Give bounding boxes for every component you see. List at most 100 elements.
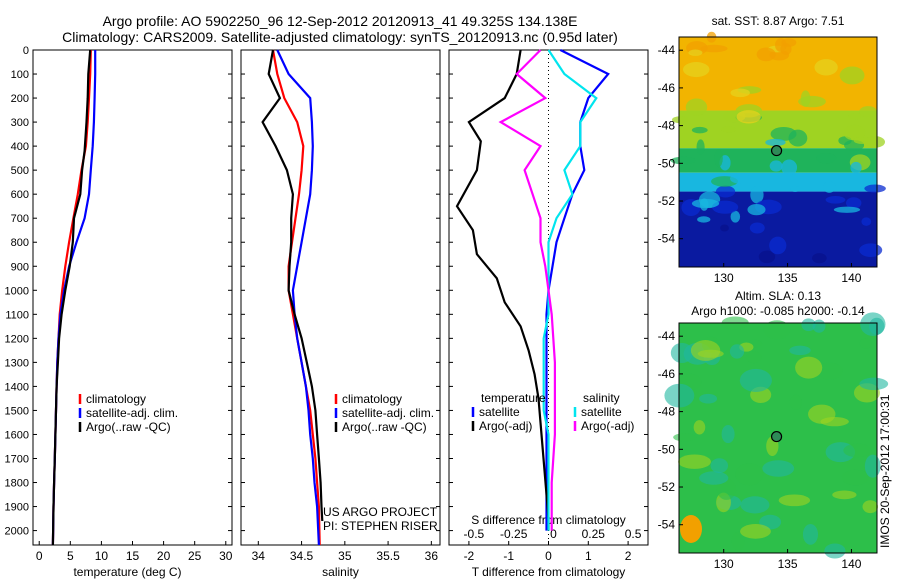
difference-xlabel: T difference from climatology xyxy=(472,565,626,579)
sst_map-xtick-label: 135 xyxy=(778,271,798,285)
depth-tick-label: 1100 xyxy=(5,309,29,321)
temperature-legend-label: climatology xyxy=(86,392,146,406)
sla-texture-blob xyxy=(699,471,729,485)
sla_map-argo-marker xyxy=(770,430,783,443)
depth-tick-label: 400 xyxy=(11,141,29,153)
sst-texture-blob xyxy=(730,210,741,223)
sst-texture-blob xyxy=(814,59,838,76)
sst-texture-blob xyxy=(721,126,736,133)
sst-texture-blob xyxy=(714,149,723,168)
sst-texture-blob xyxy=(720,224,729,232)
sst-map-panel: 130 135 140 -44 -46 -48 -50 -52 -54 sat. SST: 8.8… xyxy=(658,14,886,285)
salinity-xlabel: salinity xyxy=(322,565,359,579)
sla-texture-blob xyxy=(802,523,819,545)
sst-texture-blob xyxy=(823,181,836,193)
difference-s-tick-label: 0 xyxy=(550,527,557,541)
sla-texture-blob xyxy=(859,377,889,391)
difference-t-legend-label: Argo(-adj) xyxy=(479,419,532,433)
difference-s-tick-label: 0.5 xyxy=(625,527,642,541)
salinity-series-2 xyxy=(261,49,324,522)
sst-texture-blob xyxy=(683,62,710,78)
sla-texture-blob xyxy=(716,478,737,500)
sla-texture-blob xyxy=(824,543,846,559)
temperature-panel: 0100200300400500600700800900100011001200… xyxy=(5,45,233,579)
sla_map-ytick-label: -52 xyxy=(658,480,676,494)
sla-warm-eddy xyxy=(680,515,702,543)
difference-xtick-label: -1 xyxy=(503,549,514,563)
sst-texture-blob xyxy=(769,160,783,172)
sst-texture-blob xyxy=(859,243,883,258)
temperature-xtick-label: 25 xyxy=(188,549,202,563)
sla-texture-blob xyxy=(789,394,802,410)
sst-texture-blob xyxy=(864,184,886,193)
sst-texture-blob xyxy=(781,159,798,176)
sla-texture-blob xyxy=(697,349,724,358)
difference-s-tick-label: 0.25 xyxy=(582,527,606,541)
depth-tick-label: 1600 xyxy=(5,429,29,441)
sst-texture-blob xyxy=(770,126,797,141)
sst-texture-blob xyxy=(853,136,871,144)
sla-texture-blob xyxy=(859,338,872,349)
depth-tick-label: 1500 xyxy=(5,405,29,417)
sst-texture-blob xyxy=(850,161,862,174)
salinity-legend-label: satellite-adj. clim. xyxy=(342,406,434,420)
temperature-legend-label: Argo(..raw -QC) xyxy=(86,420,171,434)
temperature-frame xyxy=(32,49,233,546)
sla-texture-blob xyxy=(710,458,729,474)
sst-texture-blob xyxy=(859,106,878,118)
sst-texture-blob xyxy=(765,138,786,147)
difference-s-legend-label: satellite xyxy=(581,405,622,419)
salinity-panel: 34 34.5 35 35.5 36 salinity climatologysatelli… xyxy=(240,49,441,579)
salinity-annotation-line2: PI: STEPHEN RISER xyxy=(323,519,438,533)
sst_map-xtick-label: 130 xyxy=(714,271,734,285)
sla_map-xtick-label: 130 xyxy=(714,557,734,571)
depth-tick-label: 900 xyxy=(11,261,29,273)
sst-texture-blob xyxy=(691,198,720,209)
sst-texture-blob xyxy=(691,126,708,134)
sla_map-frame xyxy=(678,322,878,554)
sst-texture-blob xyxy=(749,222,765,234)
depth-tick-label: 0 xyxy=(23,45,29,57)
sla-texture-blob xyxy=(729,344,745,359)
depth-tick-label: 500 xyxy=(11,165,29,177)
sst-texture-blob xyxy=(780,43,792,55)
depth-tick-label: 1400 xyxy=(5,381,29,393)
sst-texture-blob xyxy=(848,112,862,120)
difference-legend-title-temperature: temperature xyxy=(481,391,546,405)
sla-texture-blob xyxy=(795,356,823,379)
difference-xtick-label: 0 xyxy=(545,549,552,563)
depth-tick-label: 200 xyxy=(11,93,29,105)
sla-texture-blob xyxy=(832,490,857,500)
sla-texture-blob xyxy=(731,531,745,551)
temperature-xtick-label: 30 xyxy=(219,549,233,563)
salinity-xtick-label: 34 xyxy=(252,549,266,563)
sst-band-3 xyxy=(679,172,877,192)
salinity-legend-label: Argo(..raw -QC) xyxy=(342,420,427,434)
sla_map-ytick-label: -46 xyxy=(658,367,676,381)
depth-tick-label: 1800 xyxy=(5,478,29,490)
difference-s-tick-label: -0.25 xyxy=(500,527,528,541)
difference-s-legend-label: Argo(-adj) xyxy=(581,419,634,433)
sla-texture-blob xyxy=(816,362,843,380)
sst-texture-blob xyxy=(730,173,751,184)
temperature-legend-label: satellite-adj. clim. xyxy=(86,406,178,420)
sla-texture-blob xyxy=(735,463,764,486)
depth-tick-label: 700 xyxy=(11,213,29,225)
sst-texture-blob xyxy=(688,49,703,56)
salinity-xtick-label: 34.5 xyxy=(290,549,314,563)
sst_map-ytick-label: -44 xyxy=(658,43,676,57)
sla-texture-blob xyxy=(693,420,706,435)
sla-texture-blob xyxy=(740,524,771,539)
sla-texture-blob xyxy=(673,433,697,442)
sla-texture-blob xyxy=(745,351,762,364)
depth-tick-label: 1900 xyxy=(5,502,29,514)
sla-texture-blob xyxy=(699,393,718,404)
sst-texture-blob xyxy=(833,206,861,213)
sla-texture-blob xyxy=(778,494,811,507)
temperature-xtick-label: 10 xyxy=(95,549,109,563)
sla-map-panel: 130 135 140 -44 -46 -48 -50 -52 -54 Altim. SLA: 0… xyxy=(658,289,889,571)
sst_map-title: sat. SST: 8.87 Argo: 7.51 xyxy=(712,14,845,28)
sst-texture-blob xyxy=(769,236,787,255)
sla-texture-blob xyxy=(789,345,811,356)
sla_map-ytick-label: -54 xyxy=(658,518,676,532)
